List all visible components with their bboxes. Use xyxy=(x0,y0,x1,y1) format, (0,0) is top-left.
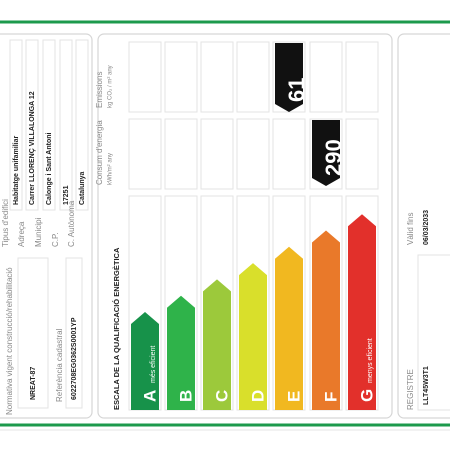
rating-value: 290 xyxy=(321,139,346,176)
field-value: Calonge i Sant Antoni xyxy=(46,132,53,205)
field-box xyxy=(65,257,83,409)
field-value: 06/03/2033 xyxy=(423,210,430,245)
class-arrow xyxy=(203,279,231,410)
field-label: Referència cadastral xyxy=(55,328,64,402)
best-label: més eficient xyxy=(150,346,157,383)
class-letter: G xyxy=(357,389,376,402)
class-arrow xyxy=(348,214,376,410)
field-label: Municipi xyxy=(34,217,43,247)
field-label: Adreça xyxy=(17,221,26,247)
field-label: Vàlid fins xyxy=(406,213,415,245)
cell xyxy=(128,41,162,113)
class-arrow xyxy=(131,312,159,410)
field-box xyxy=(17,257,49,409)
label: Emissions xyxy=(95,72,104,108)
field-label: Tipus d'edifici xyxy=(1,199,10,247)
field-value: 6022708EG0362S0001YP xyxy=(71,317,78,400)
field-label: C. Autònoma xyxy=(67,200,76,247)
field-box xyxy=(25,39,39,211)
rating-badge xyxy=(275,43,303,112)
class-letter: D xyxy=(248,390,267,402)
class-arrow xyxy=(239,263,267,410)
rating-badge xyxy=(312,120,340,186)
cell xyxy=(345,118,379,190)
label: Consum d'energia xyxy=(95,120,104,185)
class-letter: A xyxy=(140,390,159,402)
cell xyxy=(200,118,234,190)
field-box xyxy=(75,39,89,211)
scale-title: ESCALA DE LA QUALIFICACIÓ ENERGÈTICA xyxy=(112,247,121,410)
field-label: Normativa vigent construcció/rehabilitac… xyxy=(5,267,14,415)
cell xyxy=(309,41,343,113)
field-box xyxy=(59,39,73,211)
field-value: NREAT-87 xyxy=(30,367,37,400)
rating-value: 61 xyxy=(284,78,309,102)
cell xyxy=(200,41,234,113)
cell xyxy=(164,41,198,113)
label: kWh/m² any xyxy=(108,153,114,185)
cell xyxy=(272,118,306,190)
cell xyxy=(236,118,270,190)
class-letter: E xyxy=(284,391,303,402)
field-value: Catalunya xyxy=(79,171,86,205)
worst-label: menys eficient xyxy=(367,338,374,383)
field-box xyxy=(42,39,56,211)
class-arrow xyxy=(167,295,195,410)
cell xyxy=(345,41,379,113)
field-value: 17251 xyxy=(63,185,70,205)
field-box xyxy=(9,39,23,211)
field-box xyxy=(417,254,450,411)
class-letter: F xyxy=(321,392,340,402)
field-value: Carrer LLORENÇ VILLALONGA 12 xyxy=(29,91,36,205)
class-letter: C xyxy=(212,390,231,402)
field-label: C.P. xyxy=(51,232,60,247)
cell xyxy=(164,118,198,190)
class-arrow xyxy=(312,230,340,410)
label: kg CO₂ / m² any xyxy=(108,65,114,108)
class-letter: B xyxy=(176,390,195,402)
cell xyxy=(236,41,270,113)
field-label: REGISTRE xyxy=(406,369,415,410)
field-value: LLT45W3T1 xyxy=(423,366,430,405)
field-value: Habitatge unifamiliar xyxy=(13,135,20,205)
class-arrow xyxy=(275,246,303,410)
cell xyxy=(128,118,162,190)
